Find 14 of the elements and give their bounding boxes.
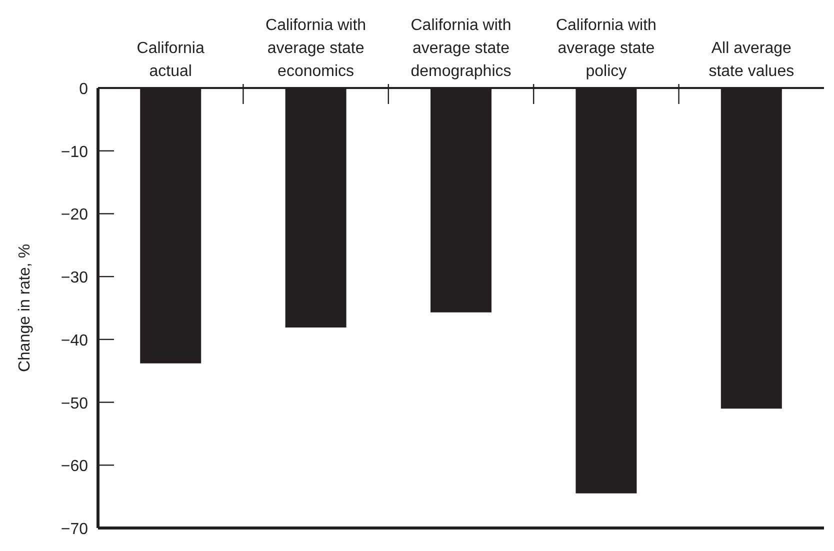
x-tick-label: California actual — [136, 40, 204, 80]
y-tick-label: −50 — [60, 395, 88, 412]
y-tick-label: −20 — [60, 206, 88, 224]
y-axis-title: Change in rate, % — [16, 244, 34, 372]
x-tick-label: All average state values — [708, 40, 794, 80]
y-tick-label: −30 — [60, 270, 88, 287]
y-tick-label: −40 — [60, 332, 88, 350]
y-tick-label: 0 — [79, 81, 88, 98]
y-tick-label: −10 — [60, 144, 88, 161]
x-tick-label: California with average state economics — [266, 17, 366, 80]
x-tick-label: California with average state demographics — [410, 17, 512, 80]
y-tick-label: −60 — [60, 458, 88, 476]
x-tick-label: California with average state policy — [556, 17, 656, 80]
y-tick-label: −70 — [60, 521, 88, 538]
